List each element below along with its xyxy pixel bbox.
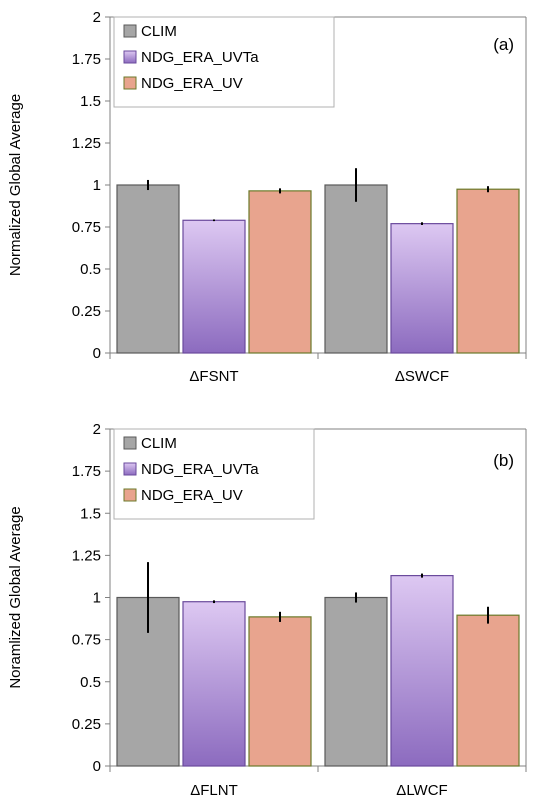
bar-ndg-era-uvta <box>390 574 454 767</box>
x-category-label: ΔSWCF <box>395 368 449 385</box>
legend-swatch <box>123 462 137 476</box>
y-tick-label: 0.25 <box>72 716 101 733</box>
legend-entry: CLIM <box>141 435 177 452</box>
chart-panel-a: 0 0.25 0.5 0.75 1 1.25 1.5 1.75 2 Normalized Glob… <box>7 9 527 385</box>
x-category-label: ΔFLNT <box>190 782 238 799</box>
y-tick-label: 1 <box>93 177 101 194</box>
legend-swatch <box>123 50 137 64</box>
y-tick-label: 0 <box>93 345 101 362</box>
panel-label: (a) <box>493 35 514 54</box>
legend-box <box>113 16 335 108</box>
legend-entry: NDG_ERA_UV <box>141 75 243 92</box>
bar-ndg-era-uv <box>456 614 520 767</box>
y-tick-label: 1.75 <box>72 51 101 68</box>
bar-clim <box>116 184 180 354</box>
bar-clim <box>324 184 388 354</box>
y-tick-label: 1 <box>93 590 101 607</box>
legend-box <box>113 428 315 520</box>
legend-entry: NDG_ERA_UVTa <box>141 49 259 66</box>
y-tick-label: 2 <box>93 9 101 26</box>
y-tick-label: 0.5 <box>80 261 101 278</box>
y-tick-label: 1.75 <box>72 463 101 480</box>
y-axis-label: Noramlized Global Average <box>7 506 24 688</box>
y-tick-label: 0.25 <box>72 303 101 320</box>
bar-ndg-era-uv <box>248 616 312 767</box>
bar-ndg-era-uvta <box>390 223 454 354</box>
legend-swatch <box>123 488 137 502</box>
y-tick-label: 0.75 <box>72 632 101 649</box>
bar-ndg-era-uvta <box>182 601 246 767</box>
y-tick-label: 0.5 <box>80 674 101 691</box>
x-category-label: ΔLWCF <box>396 782 447 799</box>
chart-panel-b: 0 0.25 0.5 0.75 1 1.25 1.5 1.75 2 Noramlized Glob… <box>7 421 527 799</box>
y-tick-label: 1.25 <box>72 135 101 152</box>
y-axis-label: Normalized Global Average <box>7 94 24 276</box>
legend-entry: NDG_ERA_UV <box>141 487 243 504</box>
legend-entry: CLIM <box>141 23 177 40</box>
y-tick-label: 0.75 <box>72 219 101 236</box>
y-tick-label: 1.5 <box>80 93 101 110</box>
panel-label: (b) <box>493 451 514 470</box>
legend-swatch <box>123 24 137 38</box>
y-tick-label: 0 <box>93 758 101 775</box>
legend-entry: NDG_ERA_UVTa <box>141 461 259 478</box>
bar-ndg-era-uvta <box>182 219 246 354</box>
x-category-label: ΔFSNT <box>189 368 238 385</box>
legend-swatch <box>123 436 137 450</box>
y-tick-label: 2 <box>93 421 101 438</box>
y-tick-label: 1.5 <box>80 505 101 522</box>
bar-ndg-era-uv <box>456 188 520 354</box>
bar-clim <box>324 596 388 767</box>
y-tick-label: 1.25 <box>72 547 101 564</box>
legend-swatch <box>123 76 137 90</box>
bar-ndg-era-uv <box>248 190 312 354</box>
